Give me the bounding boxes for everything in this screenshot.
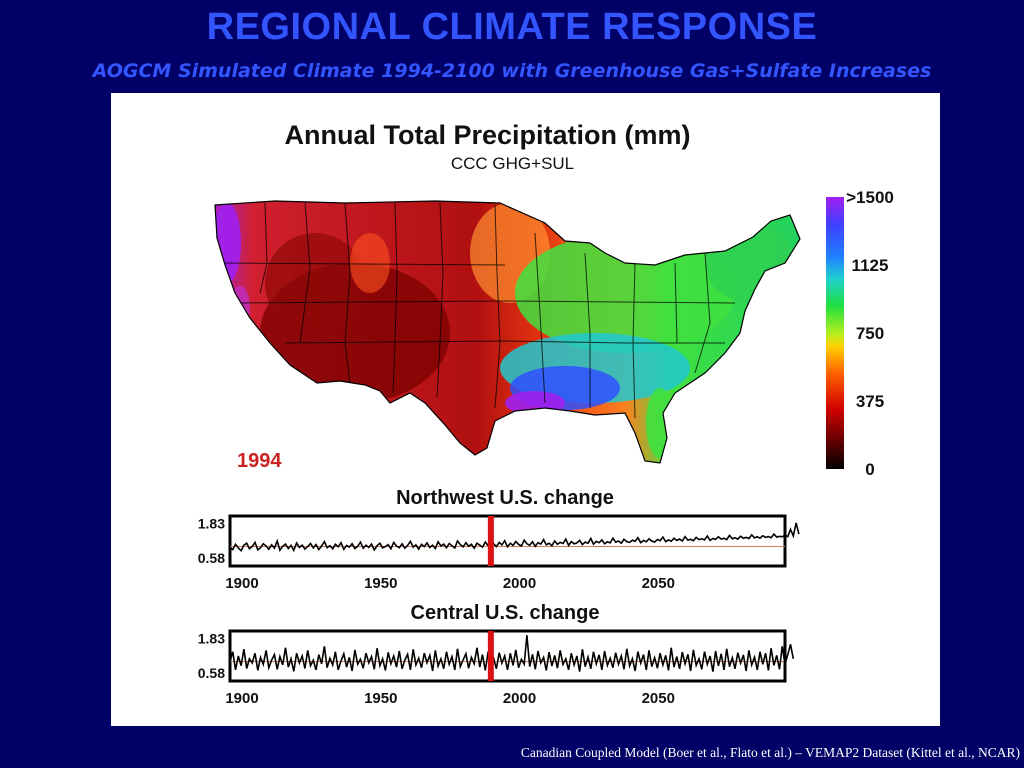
colorbar-tick-label-1: 1125 xyxy=(852,256,889,275)
y-tick-label-1: 0.58 xyxy=(198,665,225,681)
precipitation-colorbar: >1500 1125 750 375 0 xyxy=(826,188,894,475)
x-tick-label-3: 2050 xyxy=(642,575,675,592)
x-tick-label-0: 1900 xyxy=(225,690,258,707)
y-tick-label-0: 1.83 xyxy=(198,516,225,532)
x-tick-label-3: 2050 xyxy=(642,690,675,707)
x-tick-label-1: 1950 xyxy=(364,690,397,707)
y-tick-label-0: 1.83 xyxy=(198,631,225,647)
map-dry-basin xyxy=(265,233,365,333)
central-change-title: Central U.S. change xyxy=(410,602,600,624)
footer-credit: Canadian Coupled Model (Boer et al., Fla… xyxy=(520,745,1020,760)
colorbar-gradient xyxy=(826,197,844,469)
northwest-change-title: Northwest U.S. change xyxy=(396,487,614,509)
map-title: Annual Total Precipitation (mm) xyxy=(284,120,691,150)
map-rockies-wet xyxy=(350,233,390,293)
colorbar-tick-label-3: 375 xyxy=(856,392,884,411)
map-northeast-green xyxy=(705,223,795,303)
x-tick-label-0: 1900 xyxy=(225,575,258,592)
current-year-marker xyxy=(487,516,494,566)
state-borders xyxy=(215,202,736,419)
x-tick-label-1: 1950 xyxy=(364,575,397,592)
map-florida-green xyxy=(646,388,674,458)
map-subtitle: CCC GHG+SUL xyxy=(450,154,575,173)
y-tick-label-1: 0.58 xyxy=(198,550,225,566)
colorbar-tick-label-2: 750 xyxy=(856,324,884,343)
plot-frame xyxy=(228,514,787,568)
x-tick-label-2: 2000 xyxy=(503,575,536,592)
map-year-label: 1994 xyxy=(237,450,282,472)
slide-title: REGIONAL CLIMATE RESPONSE xyxy=(206,6,818,48)
slide-subtitle: AOGCM Simulated Climate 1994-2100 with G… xyxy=(92,60,932,82)
series-line xyxy=(229,522,800,553)
map-ca-coast-purple xyxy=(230,286,250,330)
us-outline xyxy=(214,200,801,464)
series-line xyxy=(229,635,795,672)
colorbar-tick-label-0: >1500 xyxy=(846,188,894,207)
x-tick-label-2: 2000 xyxy=(503,690,536,707)
plot-frame xyxy=(228,629,787,683)
current-year-marker xyxy=(487,631,494,681)
precipitation-map xyxy=(214,200,801,464)
colorbar-tick-label-4: 0 xyxy=(865,460,874,475)
map-midwest-green xyxy=(515,233,735,353)
